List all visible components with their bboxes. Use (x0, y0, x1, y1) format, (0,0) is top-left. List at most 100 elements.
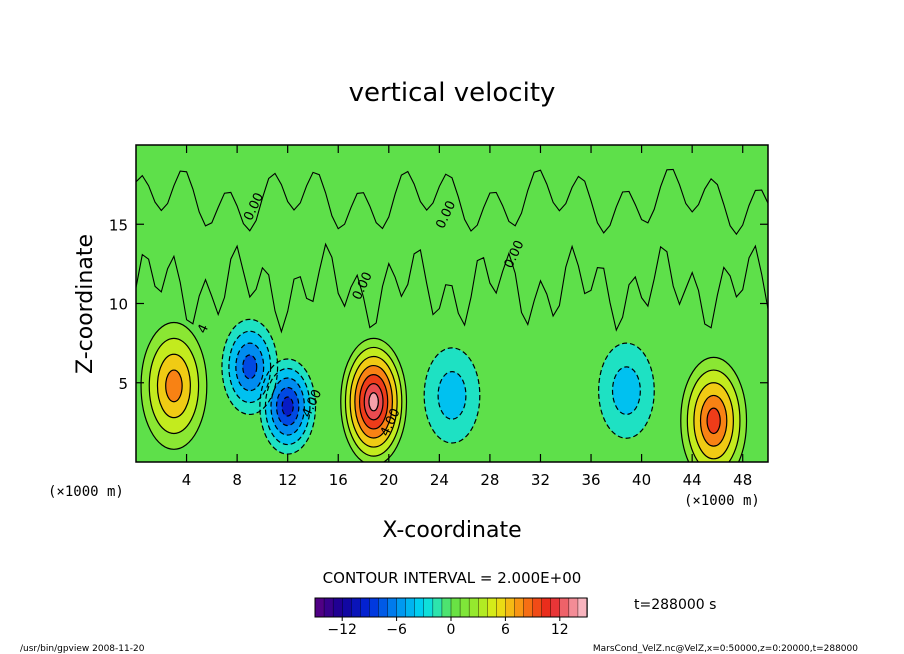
field-cell (242, 355, 257, 379)
footer-right: MarsCond_VelZ.nc@VelZ,x=0:50000,z=0:2000… (593, 644, 858, 654)
contour-line (358, 373, 389, 430)
colorbar-cell (369, 597, 380, 618)
contour-line (349, 355, 398, 448)
colorbar-cell (405, 597, 416, 618)
y-axis-ticks: 5 10 15 (109, 216, 768, 393)
x-tick-label: 36 (581, 471, 600, 489)
colorbar-cell (332, 597, 343, 618)
x-tick-label: 4 (182, 471, 192, 489)
colorbar-cell (342, 597, 352, 618)
colorbar-cell (387, 597, 398, 618)
x-axis-label: X-coordinate (382, 518, 521, 543)
contour-line (368, 392, 379, 412)
x-tick-label: 48 (733, 471, 752, 489)
colorbar-cell (441, 597, 452, 618)
contour-line (437, 371, 467, 420)
y-tick-label: 5 (118, 375, 128, 393)
colorbar-cell (459, 597, 470, 618)
x-tick-label: 28 (480, 471, 499, 489)
contour-line (686, 369, 741, 462)
contour-line (680, 356, 748, 462)
x-tick-label: 24 (430, 471, 449, 489)
colorbar-tick-label: 12 (551, 622, 569, 638)
colorbar-ticks: −12 −6 0 6 12 (327, 617, 569, 638)
contour-line (706, 407, 721, 435)
contour-line (242, 354, 258, 380)
contour-line (275, 386, 300, 427)
colorbar-cell (541, 597, 552, 618)
contour-line (165, 369, 183, 403)
colorbar-cell (568, 597, 579, 618)
contour-line (598, 342, 655, 439)
contour-line (611, 366, 641, 416)
colorbar-cell (423, 597, 434, 618)
colorbar-cell (314, 597, 325, 618)
colorbar-cell (505, 597, 516, 618)
x-tick-label: 20 (379, 471, 398, 489)
y-axis-label: Z-coordinate (73, 234, 98, 374)
colorbar-cell (523, 597, 534, 618)
colorbar-cell (496, 597, 507, 618)
contour-line (423, 347, 481, 444)
contour-line (281, 396, 294, 417)
contour-line (363, 383, 384, 421)
contour-zero-line (136, 242, 768, 334)
colorbar-cell (323, 597, 334, 618)
x-tick-label: 32 (531, 471, 550, 489)
colorbar-cell (396, 597, 407, 618)
contour-line (354, 364, 394, 439)
colorbar-cell (577, 597, 588, 618)
colorbar-cell (468, 597, 479, 618)
contour-interval-text: CONTOUR INTERVAL = 2.000E+00 (323, 569, 582, 587)
field-cell (438, 371, 466, 420)
x-tick-label: 16 (329, 471, 348, 489)
contour-line (140, 321, 208, 450)
colorbar-cell (432, 597, 443, 618)
contour-line (156, 353, 191, 419)
field-cell (368, 392, 379, 411)
plot-area: 44.004.000.000.000.000.00 (135, 144, 769, 463)
x-axis-ticks: 4 8 12 16 20 24 28 32 36 40 44 48 (182, 145, 752, 489)
contour-line (235, 342, 265, 392)
field-cell (707, 408, 721, 434)
colorbar-cell (487, 597, 498, 618)
footer-left: /usr/bin/gpview 2008-11-20 (20, 644, 145, 654)
contour-line (221, 318, 279, 416)
colorbar-cell (532, 597, 543, 618)
contour-line (148, 337, 200, 435)
x-units-right: (×1000 m) (684, 493, 760, 509)
field-cell (165, 370, 183, 402)
contour-upper-line (136, 168, 768, 236)
contour-line (693, 382, 734, 460)
colorbar-cell (360, 597, 371, 618)
colorbar-cell (559, 597, 570, 618)
colorbar-cell (378, 597, 389, 618)
time-text: t=288000 s (634, 597, 716, 613)
colorbar-tick-label: −12 (327, 622, 357, 638)
x-tick-label: 12 (278, 471, 297, 489)
colorbar-cell (550, 597, 561, 618)
colorbar-cell (351, 597, 362, 618)
colorbar-cell (414, 597, 425, 618)
contour-line (340, 337, 408, 462)
contour-line (344, 346, 403, 457)
colorbar-tick-label: −6 (386, 622, 407, 638)
x-tick-label: 40 (632, 471, 651, 489)
contour-lines (136, 168, 768, 462)
x-tick-label: 8 (232, 471, 242, 489)
colorbar-cell (514, 597, 525, 618)
chart-title: vertical velocity (349, 78, 556, 108)
colorbar-tick-label: 0 (447, 622, 456, 638)
colorbar-cell (478, 597, 488, 618)
colorbar-cell (450, 597, 461, 618)
colorbar (314, 597, 588, 618)
x-units-left: (×1000 m) (48, 484, 124, 500)
y-tick-label: 10 (109, 296, 128, 314)
field-cell (282, 397, 294, 417)
contour-line (270, 377, 305, 436)
colorbar-tick-label: 6 (501, 622, 510, 638)
x-tick-label: 44 (683, 471, 702, 489)
contour-line (699, 394, 728, 447)
y-tick-label: 15 (109, 216, 128, 234)
